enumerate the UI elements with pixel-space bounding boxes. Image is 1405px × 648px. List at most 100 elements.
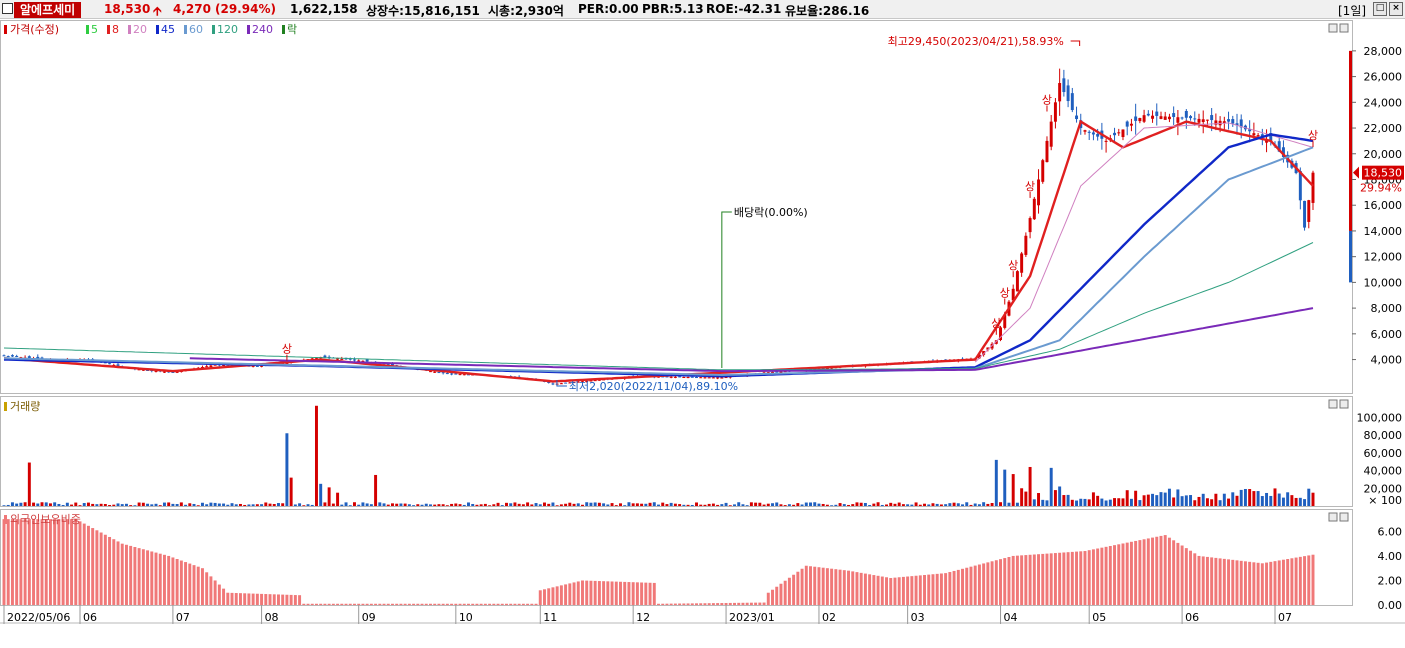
- volume-bar: [293, 504, 297, 506]
- volume-bar: [1108, 499, 1112, 506]
- foreign-ratio-bar: [1201, 556, 1205, 605]
- candle-body: [661, 376, 665, 378]
- limit-up-marker: 상: [1008, 259, 1018, 272]
- foreign-ratio-bar: [652, 582, 656, 605]
- volume-bar: [1151, 493, 1155, 506]
- foreign-ratio-bar: [1011, 555, 1015, 605]
- volume-bar: [65, 502, 69, 506]
- volume-bar: [137, 502, 141, 506]
- volume-bar: [711, 503, 715, 506]
- foreign-ratio-bar: [471, 603, 475, 605]
- volume-bar: [1066, 494, 1070, 506]
- volume-bar: [124, 503, 128, 506]
- candle-body: [10, 355, 14, 357]
- volume-bar: [855, 502, 859, 506]
- foreign-ratio-bar: [792, 574, 796, 605]
- volume-bar: [593, 502, 597, 506]
- volume-bar: [467, 502, 470, 506]
- volume-bar: [555, 505, 559, 506]
- foreign-ratio-bar: [956, 569, 960, 605]
- foreign-ratio-bar: [1121, 543, 1125, 605]
- foreign-ratio-bar: [1176, 542, 1180, 605]
- candle-body: [1062, 78, 1066, 93]
- foreign-ratio-bar: [597, 581, 601, 605]
- volume-bar: [230, 503, 234, 506]
- volume-bar: [1248, 489, 1252, 506]
- volume-bar: [758, 502, 762, 506]
- maximize-icon[interactable]: □: [1373, 2, 1387, 16]
- volume-bar: [57, 503, 61, 506]
- foreign-ratio-bar: [914, 575, 918, 605]
- volume-bar: [243, 504, 247, 506]
- volume-bar: [314, 405, 318, 506]
- volume-bar: [973, 503, 977, 506]
- foreign-ratio-bar: [804, 565, 808, 605]
- volume-bar: [538, 504, 542, 506]
- volume-bar: [27, 462, 31, 506]
- volume-bar: [167, 502, 171, 506]
- foreign-ratio-bar: [27, 519, 31, 605]
- foreign-ratio-bar: [268, 594, 272, 605]
- foreign-ratio-bar: [673, 603, 677, 605]
- volume-bar: [306, 504, 310, 506]
- candle-body: [6, 356, 10, 358]
- foreign-ratio-bar: [1075, 551, 1079, 605]
- foreign-ratio-bar: [838, 569, 842, 605]
- foreign-ratio-bar: [669, 603, 673, 605]
- volume-bar: [804, 502, 808, 506]
- foreign-ratio-bar: [910, 576, 914, 605]
- volume-bar: [842, 504, 846, 506]
- volume-bar: [95, 504, 99, 506]
- period-selector[interactable]: [1일]: [1338, 4, 1367, 18]
- foreign-ratio-bar: [53, 519, 57, 605]
- candle-body: [703, 377, 707, 379]
- volume-bar: [475, 504, 479, 506]
- x-tick-label: 02: [822, 611, 836, 624]
- candle-body: [336, 358, 340, 360]
- foreign-ratio-bar: [234, 593, 238, 605]
- foreign-ratio-bar: [230, 592, 234, 605]
- candle-body: [1134, 116, 1138, 121]
- foreign-ratio-bar: [830, 568, 834, 605]
- foreign-ratio-bar: [1273, 561, 1277, 605]
- foreign-ratio-bar: [1252, 562, 1256, 605]
- foreign-ratio-bar: [1100, 547, 1104, 605]
- foreign-ratio-bar: [640, 582, 644, 605]
- limit-up-marker: 상: [1025, 180, 1035, 193]
- volume-bar: [775, 502, 779, 506]
- foreign-ratio-bar: [1218, 558, 1222, 605]
- foreign-ratio-bar: [1163, 535, 1167, 605]
- volume-bar: [1269, 495, 1273, 506]
- foreign-ratio-bar: [429, 603, 432, 605]
- foreign-ratio-bar: [1146, 538, 1150, 605]
- legend-ma-label: 120: [217, 23, 238, 36]
- candle-body: [1087, 131, 1091, 133]
- stock-name[interactable]: 알에프세미: [14, 2, 82, 18]
- close-icon[interactable]: ×: [1389, 2, 1403, 16]
- checkbox-icon[interactable]: [2, 3, 13, 14]
- x-tick-label: 05: [1092, 611, 1106, 624]
- volume-bar: [631, 503, 635, 506]
- foreign-ratio-bar: [994, 560, 998, 605]
- volume-bar: [395, 503, 399, 506]
- foreign-ratio-bar: [116, 541, 120, 605]
- candle-body: [1176, 117, 1180, 123]
- foreign-ratio-bar: [581, 580, 584, 605]
- ma-line-120: [3, 242, 1314, 371]
- foreign-ratio-bar: [1167, 537, 1171, 605]
- foreign-ratio-bar: [842, 570, 846, 605]
- candle-body: [1049, 121, 1053, 147]
- volume-bar: [488, 505, 492, 506]
- volume-bar: [496, 502, 500, 506]
- volume-bar: [1163, 492, 1167, 506]
- foreign-ratio-bar: [213, 580, 217, 605]
- foreign-ratio-bar: [855, 572, 859, 605]
- x-tick-label: 09: [362, 611, 376, 624]
- foreign-ratio-bar: [686, 603, 690, 605]
- volume-bar: [226, 504, 230, 506]
- limit-up-marker: 상: [282, 343, 292, 356]
- volume-bar: [1303, 499, 1307, 506]
- foreign-ratio-bar: [247, 593, 251, 605]
- volume-bar: [543, 502, 546, 506]
- price-tick-label: 22,000: [1364, 122, 1403, 135]
